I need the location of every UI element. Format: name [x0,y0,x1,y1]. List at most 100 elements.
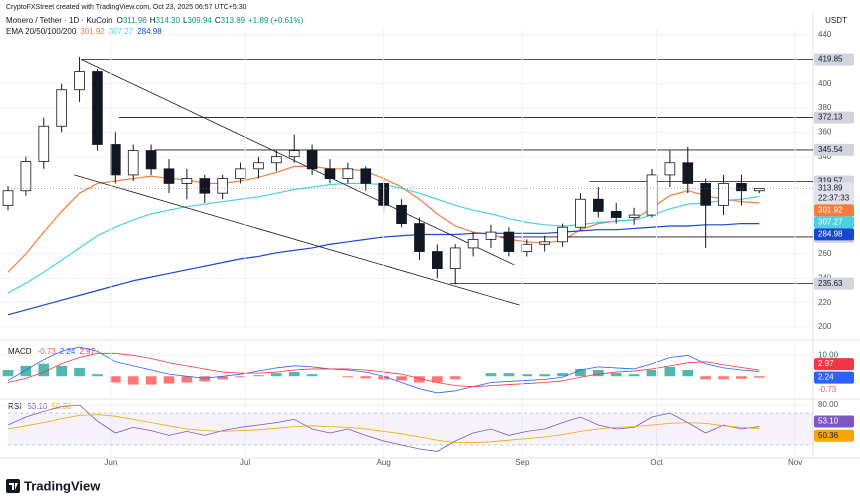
candle-body [575,198,586,228]
ema-tag: 307.27 [818,218,843,227]
candle-body [467,238,479,249]
candle-body [20,161,32,192]
y-tick-label: 80.00 [818,400,839,409]
macd-tag: -0.73 [818,385,837,394]
candle-body [306,150,318,170]
candle-body [288,150,300,158]
y-axis: 10.00 [818,351,839,360]
pane [0,34,813,328]
candle-body [736,183,747,192]
y-axis-unit: USDT [825,16,847,25]
histogram-bar [38,363,50,377]
candle-body [664,162,676,176]
ohlc: 309.94 [187,16,212,25]
y-tick-label: 10.00 [818,351,839,360]
ema-tag: 301.92 [818,206,843,215]
histogram-bar [718,376,729,380]
histogram-bar [360,376,372,379]
histogram-bar [414,376,425,383]
histogram-bar [342,376,354,378]
candle-body [432,251,443,269]
pane-title: RSI [8,402,21,411]
histogram-bar [253,375,264,377]
y-tick-label: 400 [818,79,832,88]
histogram-bar [396,376,407,381]
rsi-tag-bg [814,415,854,428]
y-tick-label: 440 [818,30,832,39]
series-line [7,404,760,452]
y-axis: 80.00 Jun Jul Aug Sep Oct Nov [104,400,838,467]
candle-body [485,231,497,240]
ohlc: C [215,16,221,25]
histogram-bar [628,374,640,377]
ohlc: H [150,16,156,25]
series-line [7,414,760,443]
logo-glyph [9,483,18,490]
x-tick-label: Nov [788,458,802,467]
candle-body [74,71,85,91]
rsi-tag: 53.10 [818,417,839,426]
x-tick-label: Jun [104,458,117,467]
x-tick-label: Jul [240,458,250,467]
histogram-bar [557,373,568,377]
candle-body [324,168,336,179]
histogram-bar [592,370,604,377]
histogram-bar [521,374,533,377]
level-label: 419.85 [818,55,843,64]
candle-body [145,150,157,170]
ohlc: 313.89 [221,16,246,25]
histogram-bar [163,376,175,384]
ema-tag-bg [814,204,854,217]
ohlc: +1.89 (+0.61%) [248,16,303,25]
x-tick-label: Aug [377,458,391,467]
histogram-bar [682,370,694,377]
histogram-bar [431,376,443,383]
macd-tag-bg [814,371,854,384]
y-tick-label: 360 [818,127,832,136]
histogram-bar [74,367,85,377]
ema-value: 307.27 [109,27,134,36]
candle-body [539,241,550,245]
candle-body [646,174,658,216]
y-tick-label: 220 [818,298,832,307]
trendline [74,174,520,306]
macd-value: -0.73 [38,347,57,356]
candle-body [342,168,354,179]
countdown: 22:37:33 [818,194,850,203]
candle-body [610,211,622,218]
histogram-bar [485,373,497,377]
histogram-bar [127,376,139,385]
candle-body [163,168,175,184]
ohlc: 314.30 [155,16,180,25]
level-label: 372.13 [818,113,843,122]
histogram-bar [20,365,32,377]
candle-body [682,162,694,184]
candle-body [56,89,67,127]
macd-value: 2.97 [79,347,95,356]
legend-ohlc: Monero / Tether · 1D · KuCoin O311.96 H314… [6,16,304,25]
ema-value: 301.92 [80,27,105,36]
candle-body [503,231,515,252]
macd-tag: 2.24 [818,373,834,382]
histogram-bar [199,376,211,382]
histogram-bar [539,374,551,377]
candle-body [593,198,604,212]
candle-body [557,226,568,243]
legend-ema: EMA 20/50/100/200 301.92 307.27 284.98 [6,27,162,36]
candle-body [396,204,407,224]
candle-body [217,178,228,194]
brand: TradingView [24,478,101,493]
candle-body [199,178,211,194]
ema-tag: 284.98 [818,230,843,239]
candle-body [271,156,282,164]
candle-body [754,188,765,192]
candle-body [700,183,711,206]
histogram-bar [109,376,121,383]
trendline [81,59,515,266]
rsi-tag: 50.36 [818,431,839,440]
logo: TradingView [6,478,101,493]
price-tag-bg [814,182,854,205]
histogram-bar [2,370,14,377]
histogram-bar [181,376,193,383]
